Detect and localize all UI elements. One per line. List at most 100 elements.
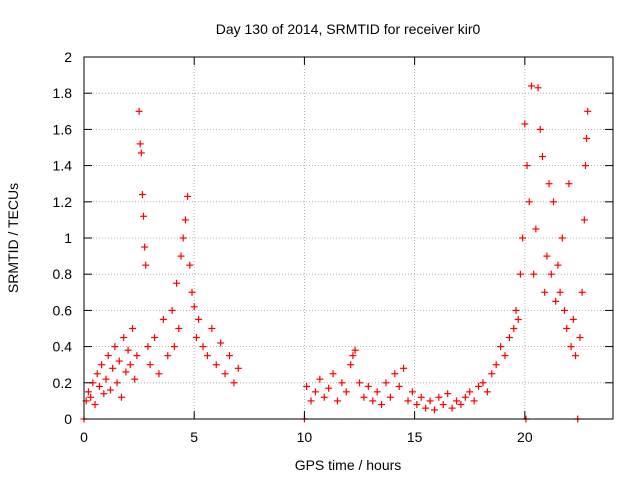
data-point: [351, 346, 359, 354]
data-point: [563, 325, 571, 332]
data-point: [141, 243, 149, 251]
data-point: [95, 382, 103, 390]
data-point: [221, 370, 229, 378]
data-point: [541, 288, 549, 296]
data-point: [422, 404, 430, 412]
data-point: [430, 406, 438, 414]
data-point: [584, 107, 592, 115]
data-point: [109, 364, 117, 372]
data-point: [439, 401, 447, 409]
x-tick-label: 15: [407, 429, 423, 445]
data-point: [547, 270, 555, 278]
data-point: [151, 334, 159, 342]
y-tick-label: 0.6: [53, 302, 73, 318]
data-point: [159, 315, 167, 323]
y-tick-label: 1.4: [53, 158, 73, 174]
data-point: [567, 343, 575, 351]
data-point: [135, 107, 143, 115]
data-point: [349, 352, 357, 360]
data-point: [164, 352, 172, 360]
data-point: [373, 388, 381, 396]
x-tick-label: 5: [190, 429, 198, 445]
data-point: [501, 352, 509, 360]
data-point: [124, 346, 132, 354]
data-point: [179, 234, 187, 242]
y-tick-label: 2: [64, 49, 72, 65]
data-point: [435, 393, 443, 401]
data-point: [307, 397, 315, 405]
data-point: [523, 162, 531, 170]
data-point: [84, 388, 92, 396]
data-point: [217, 339, 225, 347]
data-point: [549, 198, 557, 206]
data-point: [360, 393, 368, 401]
y-axis-label: SRMTID / TECUs: [5, 183, 21, 293]
data-point: [378, 401, 386, 409]
data-point: [115, 357, 123, 365]
data-point: [333, 397, 341, 405]
data-point: [475, 382, 483, 390]
data-point: [142, 261, 150, 269]
y-tick-label: 0.8: [53, 266, 73, 282]
data-point: [395, 382, 403, 390]
data-point: [131, 375, 139, 383]
data-point: [303, 382, 311, 390]
data-point: [100, 390, 108, 398]
axis-ticks: [83, 56, 613, 420]
data-point: [316, 375, 324, 383]
data-point: [488, 370, 496, 378]
data-point: [505, 334, 513, 342]
data-point: [170, 343, 178, 351]
data-point: [400, 364, 408, 372]
data-point: [527, 82, 535, 90]
data-point: [558, 234, 566, 242]
data-point: [444, 390, 452, 398]
data-point: [203, 352, 211, 360]
x-tick-label: 20: [517, 429, 533, 445]
data-point: [404, 397, 412, 405]
chart-title: Day 130 of 2014, SRMTID for receiver kir…: [216, 21, 481, 37]
data-point: [208, 325, 216, 332]
data-point: [417, 393, 425, 401]
data-point: [483, 388, 491, 396]
data-point: [386, 393, 394, 401]
data-point: [525, 198, 533, 206]
data-point: [155, 370, 163, 378]
data-point: [530, 270, 538, 278]
data-point: [543, 252, 551, 260]
y-tick-label: 0: [64, 411, 72, 427]
data-point: [391, 370, 399, 378]
data-point: [534, 84, 542, 92]
data-point: [87, 393, 95, 401]
data-point: [538, 153, 546, 161]
data-point: [413, 401, 421, 409]
data-point: [536, 125, 544, 133]
data-point: [514, 315, 522, 323]
data-point: [195, 315, 203, 323]
data-points: [80, 82, 592, 423]
data-point: [102, 375, 110, 383]
data-point: [497, 343, 505, 351]
data-point: [186, 261, 194, 269]
y-tick-label: 1.8: [53, 85, 73, 101]
data-point: [492, 361, 500, 369]
x-axis-label: GPS time / hours: [295, 457, 402, 473]
data-point: [212, 361, 220, 369]
x-tick-label: 0: [80, 429, 88, 445]
data-point: [479, 379, 487, 387]
data-point: [426, 397, 434, 405]
data-point: [569, 315, 577, 323]
data-point: [128, 325, 136, 332]
data-point: [461, 393, 469, 401]
data-point: [578, 288, 586, 296]
data-point: [545, 180, 553, 188]
data-point: [188, 288, 196, 296]
data-point: [532, 225, 540, 233]
data-point: [230, 379, 238, 387]
data-point: [113, 379, 121, 387]
data-point: [572, 352, 580, 360]
data-point: [457, 401, 465, 409]
data-point: [364, 382, 372, 390]
data-point: [192, 334, 200, 342]
